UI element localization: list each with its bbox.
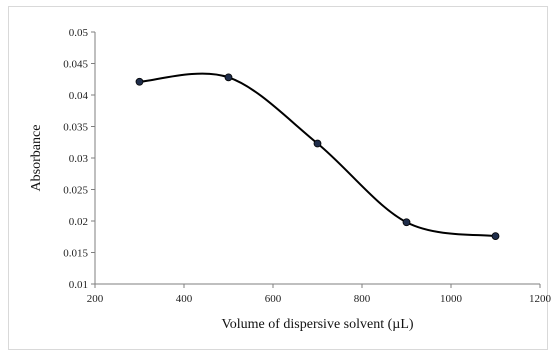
y-axis-label: Absorbance	[29, 125, 44, 192]
y-tick-label: 0.03	[69, 153, 89, 165]
x-tick-label: 200	[87, 293, 104, 305]
x-axis-label: Volume of dispersive solvent (µL)	[221, 317, 413, 332]
x-tick-label: 600	[265, 293, 282, 305]
y-tick-label: 0.04	[69, 90, 89, 102]
y-tick-label: 0.02	[69, 216, 88, 228]
data-point	[402, 218, 411, 227]
data-point	[224, 73, 233, 82]
x-ticks: 200 400 600 800 1000 1200	[87, 284, 552, 305]
y-tick-label: 0.045	[63, 59, 88, 71]
y-tick-label: 0.035	[63, 122, 88, 134]
y-ticks: 0.01 0.015 0.02 0.025 0.03 0.035 0.04 0.045 0.05	[63, 27, 95, 291]
data-point	[313, 139, 322, 148]
x-tick-label: 1000	[440, 293, 463, 305]
x-tick-label: 1200	[529, 293, 552, 305]
data-point	[135, 77, 144, 86]
y-tick-label: 0.01	[69, 279, 88, 291]
axes	[94, 32, 540, 285]
y-tick-label: 0.025	[63, 185, 88, 197]
series-line	[139, 72, 496, 238]
data-points	[135, 73, 500, 241]
x-tick-label: 800	[354, 293, 371, 305]
data-point	[491, 232, 500, 241]
y-tick-label: 0.05	[69, 27, 89, 39]
chart-frame	[8, 6, 548, 350]
x-tick-label: 400	[176, 293, 193, 305]
y-tick-label: 0.015	[63, 248, 88, 260]
